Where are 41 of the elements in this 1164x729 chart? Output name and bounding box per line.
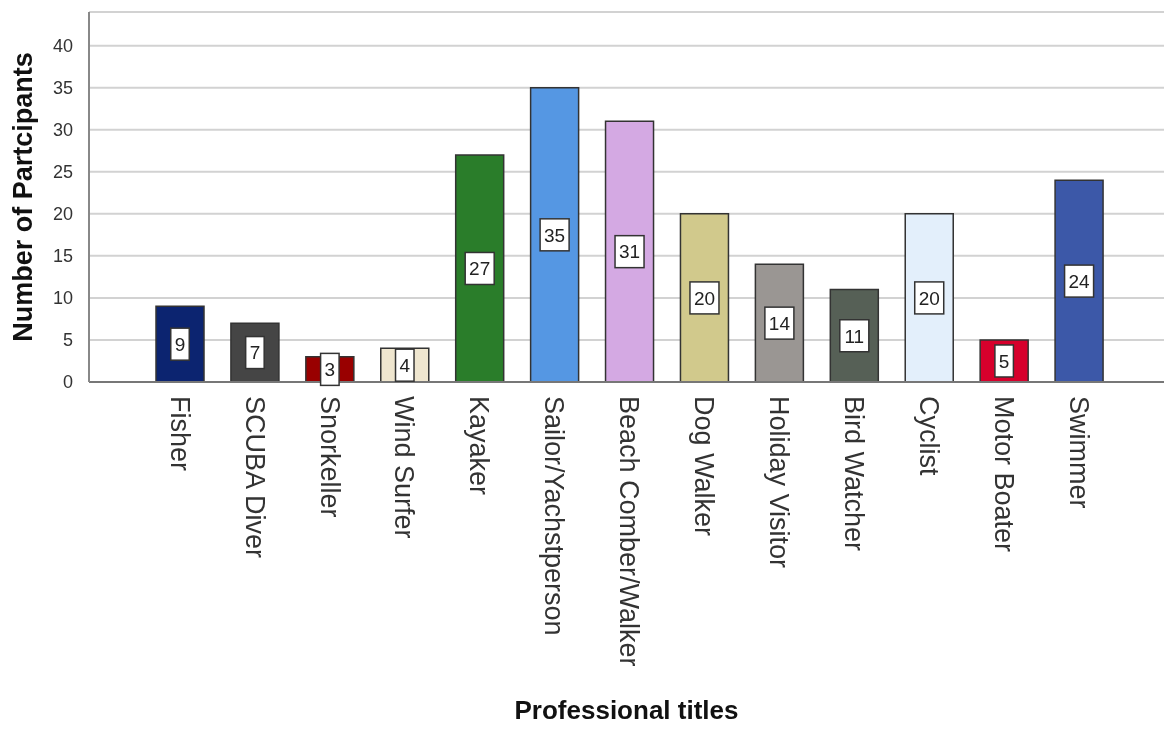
data-label: 35 <box>544 224 566 246</box>
data-label: 14 <box>768 312 791 334</box>
data-label: 3 <box>324 359 336 381</box>
data-label: 31 <box>618 241 641 263</box>
y-tick-label: 5 <box>62 330 73 351</box>
y-tick-label: 10 <box>52 288 73 309</box>
data-label: 7 <box>249 342 261 364</box>
x-tick-label: Kayaker <box>464 396 495 496</box>
x-tick-label: Holiday Visitor <box>764 396 795 569</box>
data-label: 20 <box>918 287 940 309</box>
y-axis-title: Number of Partcipants <box>7 52 38 342</box>
y-tick-label: 15 <box>52 246 73 267</box>
data-label: 11 <box>844 325 865 347</box>
bar <box>604 120 655 382</box>
bar <box>1054 179 1104 382</box>
y-tick-label: 30 <box>52 120 73 141</box>
x-tick-label: Motor Boater <box>988 396 1019 553</box>
data-label: 24 <box>1068 270 1091 292</box>
x-axis-title: Professional titles <box>514 695 739 725</box>
y-tick-label: 40 <box>52 36 73 57</box>
x-tick-label: Wind Surfer <box>389 396 420 539</box>
y-tick-label: 35 <box>52 78 73 99</box>
bar <box>529 86 580 382</box>
x-tick-label: Beach Comber/Walker <box>614 396 645 667</box>
x-tick-label: Sailor/Yachstperson <box>539 396 570 636</box>
data-label: 5 <box>998 350 1010 372</box>
x-tick-label: Snorkeller <box>314 396 345 518</box>
x-tick-label: Swimmer <box>1063 396 1094 509</box>
x-tick-label: Cyclist <box>913 396 944 476</box>
x-tick-label: Fisher <box>164 396 195 472</box>
x-tick-label: SCUBA Diver <box>239 396 270 559</box>
data-label: 20 <box>693 287 716 309</box>
data-label: 27 <box>469 258 491 280</box>
y-tick-label: 25 <box>52 162 73 183</box>
y-tick-label: 0 <box>62 372 73 393</box>
x-tick-label: Bird Watcher <box>839 396 870 552</box>
y-tick-label: 20 <box>52 204 73 225</box>
x-tick-label: Dog Walker <box>689 396 720 537</box>
bar <box>454 154 505 382</box>
data-label: 4 <box>399 355 411 377</box>
data-label: 9 <box>174 334 186 355</box>
